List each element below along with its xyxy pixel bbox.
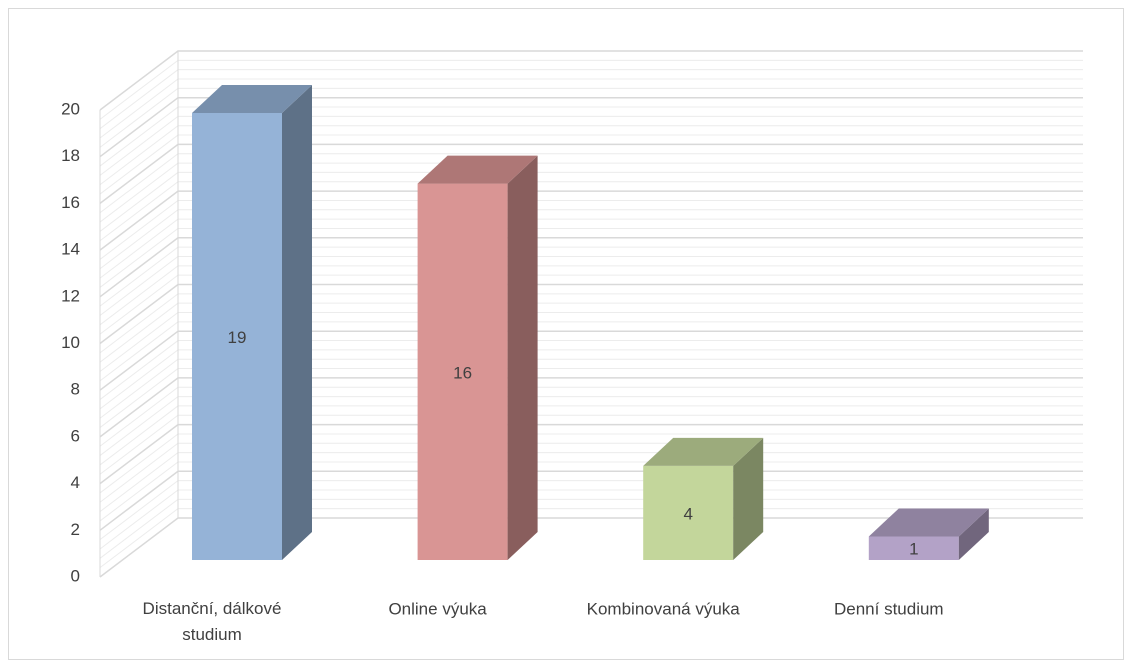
y-tick-label: 14 <box>61 240 80 259</box>
data-label: 16 <box>453 363 472 382</box>
grid-line <box>99 517 1083 578</box>
bar <box>868 536 959 560</box>
bar-side <box>733 437 764 560</box>
chart-border <box>8 8 1124 660</box>
bar-top <box>868 508 989 537</box>
bar <box>417 183 508 560</box>
data-label: 4 <box>683 504 692 523</box>
y-tick-label: 16 <box>61 193 80 212</box>
y-tick-label: 10 <box>61 333 80 352</box>
bar <box>192 113 282 560</box>
data-label: 19 <box>228 328 247 347</box>
grid-line <box>99 377 1083 438</box>
bar-side <box>282 85 312 560</box>
y-tick-label: 2 <box>71 520 80 539</box>
y-tick-label: 8 <box>71 380 80 399</box>
y-tick-label: 20 <box>61 99 80 118</box>
grid-line <box>99 470 1083 531</box>
x-tick-label: Kombinovaná výuka <box>587 599 741 618</box>
bar-side <box>958 508 989 560</box>
y-tick-label: 4 <box>71 473 80 492</box>
bar-side <box>507 155 538 560</box>
bar-top <box>643 437 764 466</box>
y-tick-label: 0 <box>71 566 80 585</box>
x-tick-label: Online výuka <box>388 599 487 618</box>
grid-line <box>99 96 1083 158</box>
y-tick-label: 6 <box>71 426 80 445</box>
bar <box>643 465 734 560</box>
x-tick-label: Distanční, dálkové studium <box>143 599 282 644</box>
y-tick-label: 12 <box>61 286 80 305</box>
bar-top <box>192 85 312 113</box>
grid-line <box>99 330 1083 391</box>
grid-line <box>99 237 1083 298</box>
grid-line <box>99 283 1083 345</box>
y-tick-label: 18 <box>61 146 80 165</box>
x-tick-label: Denní studium <box>834 599 944 618</box>
grid-line <box>99 423 1083 485</box>
bar-top <box>417 155 538 184</box>
grid-line <box>99 143 1083 204</box>
grid-line <box>99 190 1083 251</box>
data-label: 1 <box>909 540 918 559</box>
grid-line <box>99 50 1083 111</box>
